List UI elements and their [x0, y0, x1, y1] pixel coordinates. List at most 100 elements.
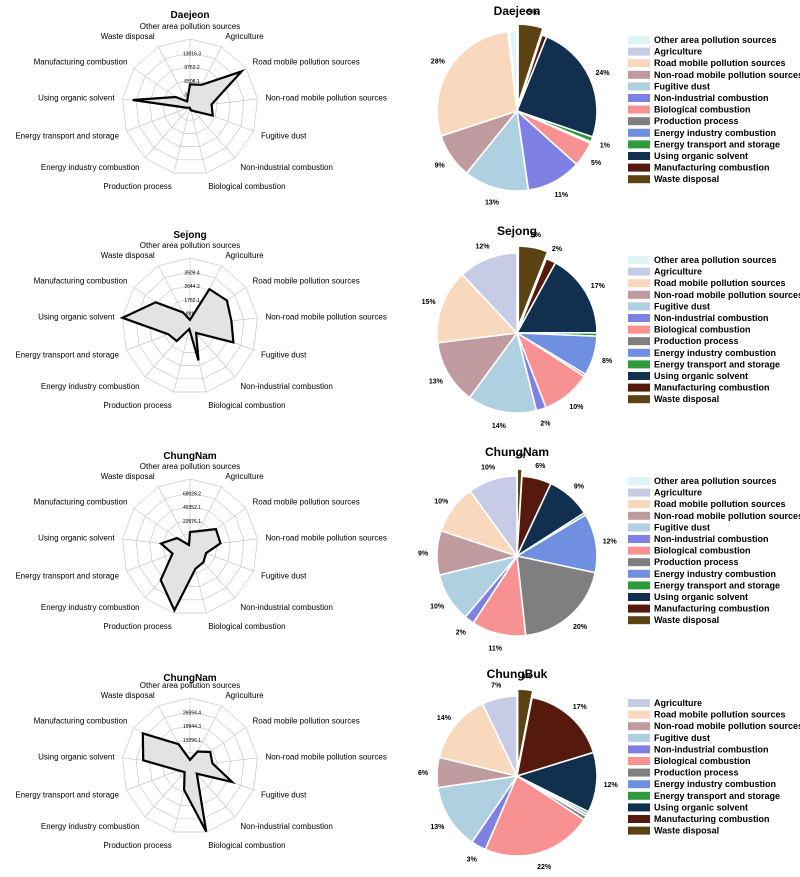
radar-chart-2: Sejong 3509.4 2644.3 1762.1 881.6 Other area … — [15, 230, 387, 410]
legend-label-non-road-mobile-pollution-sources: Non-road mobile pollution sources — [654, 70, 800, 80]
pie-data-label: 1% — [600, 142, 611, 149]
radar-series — [141, 731, 236, 833]
radar-spoke — [173, 325, 191, 393]
legend-swatch-fugitive-dust — [628, 523, 650, 532]
radar-axis-label-using-organic-solvent: Using organic solvent — [38, 312, 115, 321]
legend-label-waste-disposal: Waste disposal — [654, 615, 719, 625]
radar-axis-label-fugitive-dust: Fugitive dust — [261, 131, 307, 140]
legend-swatch-agriculture — [628, 699, 650, 707]
radar-axis-label-road-mobile-pollution-sources: Road mobile pollution sources — [253, 498, 360, 507]
pie-slice-agriculture — [481, 695, 518, 777]
legend-label-energy-transport-and-storage: Energy transport and storage — [654, 139, 780, 149]
radar-axis-label-non-industrial-combustion: Non-industrial combustion — [240, 382, 333, 391]
pie-slice-road-mobile-pollution-sources — [438, 702, 519, 778]
legend-label-energy-industry-combustion: Energy industry combustion — [654, 348, 776, 358]
pie-data-label: 14% — [437, 715, 452, 722]
radar-title: Sejong — [173, 230, 206, 241]
pie-data-label: 7% — [491, 682, 502, 689]
legend-swatch-energy-industry-combustion — [628, 780, 650, 789]
pie-slice-agriculture — [469, 475, 518, 559]
radar-axis-label-biological-combustion: Biological combustion — [208, 401, 285, 410]
pie-data-label: 28% — [431, 58, 446, 65]
radar-series — [119, 287, 235, 361]
legend-label-using-organic-solvent: Using organic solvent — [654, 592, 748, 602]
legend-label-energy-industry-combustion: Energy industry combustion — [654, 779, 776, 789]
legend-label-fugitive-dust: Fugitive dust — [654, 522, 710, 532]
radar-axis-label-non-road-mobile-pollution-sources: Non-road mobile pollution sources — [265, 533, 386, 542]
radar-axis-label-waste-disposal: Waste disposal — [101, 472, 155, 481]
pie-data-label: 2% — [540, 421, 551, 428]
pie-data-label: 12% — [603, 539, 618, 546]
legend-label-production-process: Production process — [654, 116, 739, 126]
pie-data-label: 9% — [574, 483, 585, 490]
legend-label-non-road-mobile-pollution-sources: Non-road mobile pollution sources — [654, 511, 800, 521]
pie-legend: Agriculture Road mobile pollution sources… — [628, 698, 800, 836]
legend-swatch-manufacturing-combustion — [628, 604, 650, 613]
legend-label-biological-combustion: Biological combustion — [654, 325, 751, 335]
legend-label-non-industrial-combustion: Non-industrial combustion — [654, 93, 769, 103]
radar-axis-label-production-process: Production process — [103, 401, 171, 410]
radar-axis-label-agriculture: Agriculture — [225, 32, 264, 41]
pie-title: Sejong — [497, 224, 537, 238]
pie-data-label: 6% — [531, 232, 542, 239]
radar-spoke — [189, 106, 207, 174]
radar-axis-label-waste-disposal: Waste disposal — [101, 32, 155, 41]
legend-swatch-energy-transport-and-storage — [628, 581, 650, 590]
radar-axis-label-energy-transport-and-storage: Energy transport and storage — [15, 571, 119, 580]
legend-label-waste-disposal: Waste disposal — [654, 174, 719, 184]
legend-label-manufacturing-combustion: Manufacturing combustion — [654, 383, 770, 393]
pie-slice-fugitive-dust — [468, 331, 538, 414]
radar-tick-label: 881.6 — [186, 311, 199, 317]
pie-data-label: 17% — [573, 704, 588, 711]
radar-axis-label-biological-combustion: Biological combustion — [208, 622, 285, 631]
legend-label-fugitive-dust: Fugitive dust — [654, 81, 710, 91]
pie-slice-using-organic-solvent — [514, 751, 598, 813]
radar-axis-label-agriculture: Agriculture — [225, 251, 264, 260]
pie-data-label: 12% — [475, 244, 490, 251]
radar-axis-label-waste-disposal: Waste disposal — [101, 691, 155, 700]
radar-axis-label-agriculture: Agriculture — [225, 691, 264, 700]
legend-label-fugitive-dust: Fugitive dust — [654, 301, 710, 311]
legend-label-non-industrial-combustion: Non-industrial combustion — [654, 744, 769, 754]
radar-axis-label-fugitive-dust: Fugitive dust — [261, 350, 307, 359]
legend-label-road-mobile-pollution-sources: Road mobile pollution sources — [654, 58, 786, 68]
pie-data-label: 22% — [537, 864, 552, 871]
legend-label-agriculture: Agriculture — [654, 488, 702, 498]
pie-data-label: 17% — [591, 283, 606, 290]
legend-label-other-area-pollution-sources: Other area pollution sources — [654, 255, 777, 265]
legend-swatch-waste-disposal — [628, 616, 650, 625]
radar-axis-label-manufacturing-combustion: Manufacturing combustion — [34, 277, 128, 286]
pie-slice-road-mobile-pollution-sources — [436, 273, 519, 344]
legend-label-waste-disposal: Waste disposal — [654, 394, 719, 404]
pie-slice-using-organic-solvent — [515, 261, 598, 334]
pie-title: Daejeon — [494, 4, 541, 18]
legend-swatch-biological-combustion — [628, 105, 650, 114]
pie-slice-production-process — [516, 554, 597, 637]
legend-swatch-waste-disposal — [628, 175, 650, 184]
legend-label-using-organic-solvent: Using organic solvent — [654, 802, 748, 812]
legend-swatch-energy-transport-and-storage — [628, 140, 650, 149]
radar-spoke — [144, 765, 191, 818]
radar-axis-label-energy-industry-combustion: Energy industry combustion — [41, 822, 140, 831]
radar-axis-label-fugitive-dust: Fugitive dust — [261, 790, 307, 799]
radar-axis-label-other-area-pollution-sources: Other area pollution sources — [140, 462, 241, 471]
pie-slice-waste-disposal — [517, 23, 545, 105]
pie-data-label: 6% — [535, 463, 546, 470]
legend-label-agriculture: Agriculture — [654, 267, 702, 277]
radar-grid-ring — [122, 697, 258, 833]
legend-label-biological-combustion: Biological combustion — [654, 105, 751, 115]
legend-swatch-using-organic-solvent — [628, 803, 650, 812]
radar-axis-label-manufacturing-combustion: Manufacturing combustion — [34, 498, 128, 507]
legend-swatch-manufacturing-combustion — [628, 815, 650, 823]
pie-title: ChungBuk — [487, 667, 548, 681]
legend-swatch-agriculture — [628, 488, 650, 497]
legend-swatch-agriculture — [628, 267, 650, 276]
radar-axis-label-energy-industry-combustion: Energy industry combustion — [41, 603, 140, 612]
legend-swatch-fugitive-dust — [628, 733, 650, 742]
legend-label-energy-industry-combustion: Energy industry combustion — [654, 569, 776, 579]
radar-tick-label: 9763.2 — [184, 65, 200, 71]
radar-spoke — [144, 106, 191, 159]
legend-label-production-process: Production process — [654, 336, 739, 346]
radar-chart-4: ChungNam 26594.4 19944.3 13296.1 Other area … — [15, 673, 387, 850]
